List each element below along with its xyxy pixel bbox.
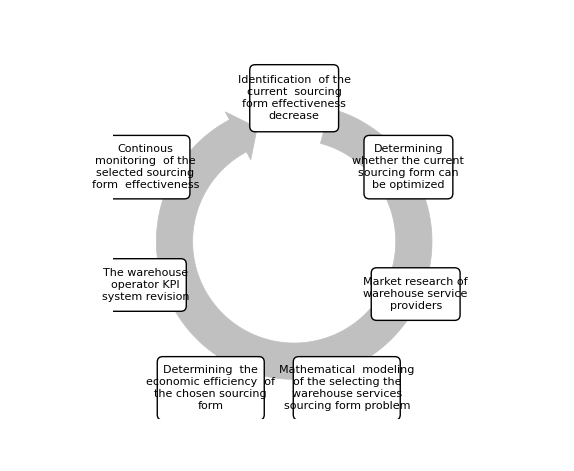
Text: Mathematical  modeling
of the selecting the
warehouse services
sourcing form pro: Mathematical modeling of the selecting t… (279, 365, 414, 411)
FancyBboxPatch shape (293, 357, 400, 420)
Text: Continous
monitoring  of the
selected sourcing
form  effectiveness: Continous monitoring of the selected sou… (92, 144, 199, 190)
FancyBboxPatch shape (101, 135, 190, 199)
Text: Determining  the
economic efficiency  of
the chosen sourcing
form: Determining the economic efficiency of t… (146, 365, 276, 411)
FancyBboxPatch shape (157, 357, 264, 420)
Text: Identification  of the
current  sourcing
form effectiveness
decrease: Identification of the current sourcing f… (238, 75, 351, 121)
FancyBboxPatch shape (371, 268, 460, 320)
FancyBboxPatch shape (364, 135, 453, 199)
Text: Market research of
warehouse service
providers: Market research of warehouse service pro… (363, 277, 468, 311)
FancyBboxPatch shape (104, 259, 187, 311)
Text: The warehouse
operator KPI
system revision: The warehouse operator KPI system revisi… (102, 268, 189, 302)
Polygon shape (156, 108, 432, 379)
FancyBboxPatch shape (250, 65, 339, 132)
Text: Determining
whether the current
sourcing form can
be optimized: Determining whether the current sourcing… (352, 144, 464, 190)
